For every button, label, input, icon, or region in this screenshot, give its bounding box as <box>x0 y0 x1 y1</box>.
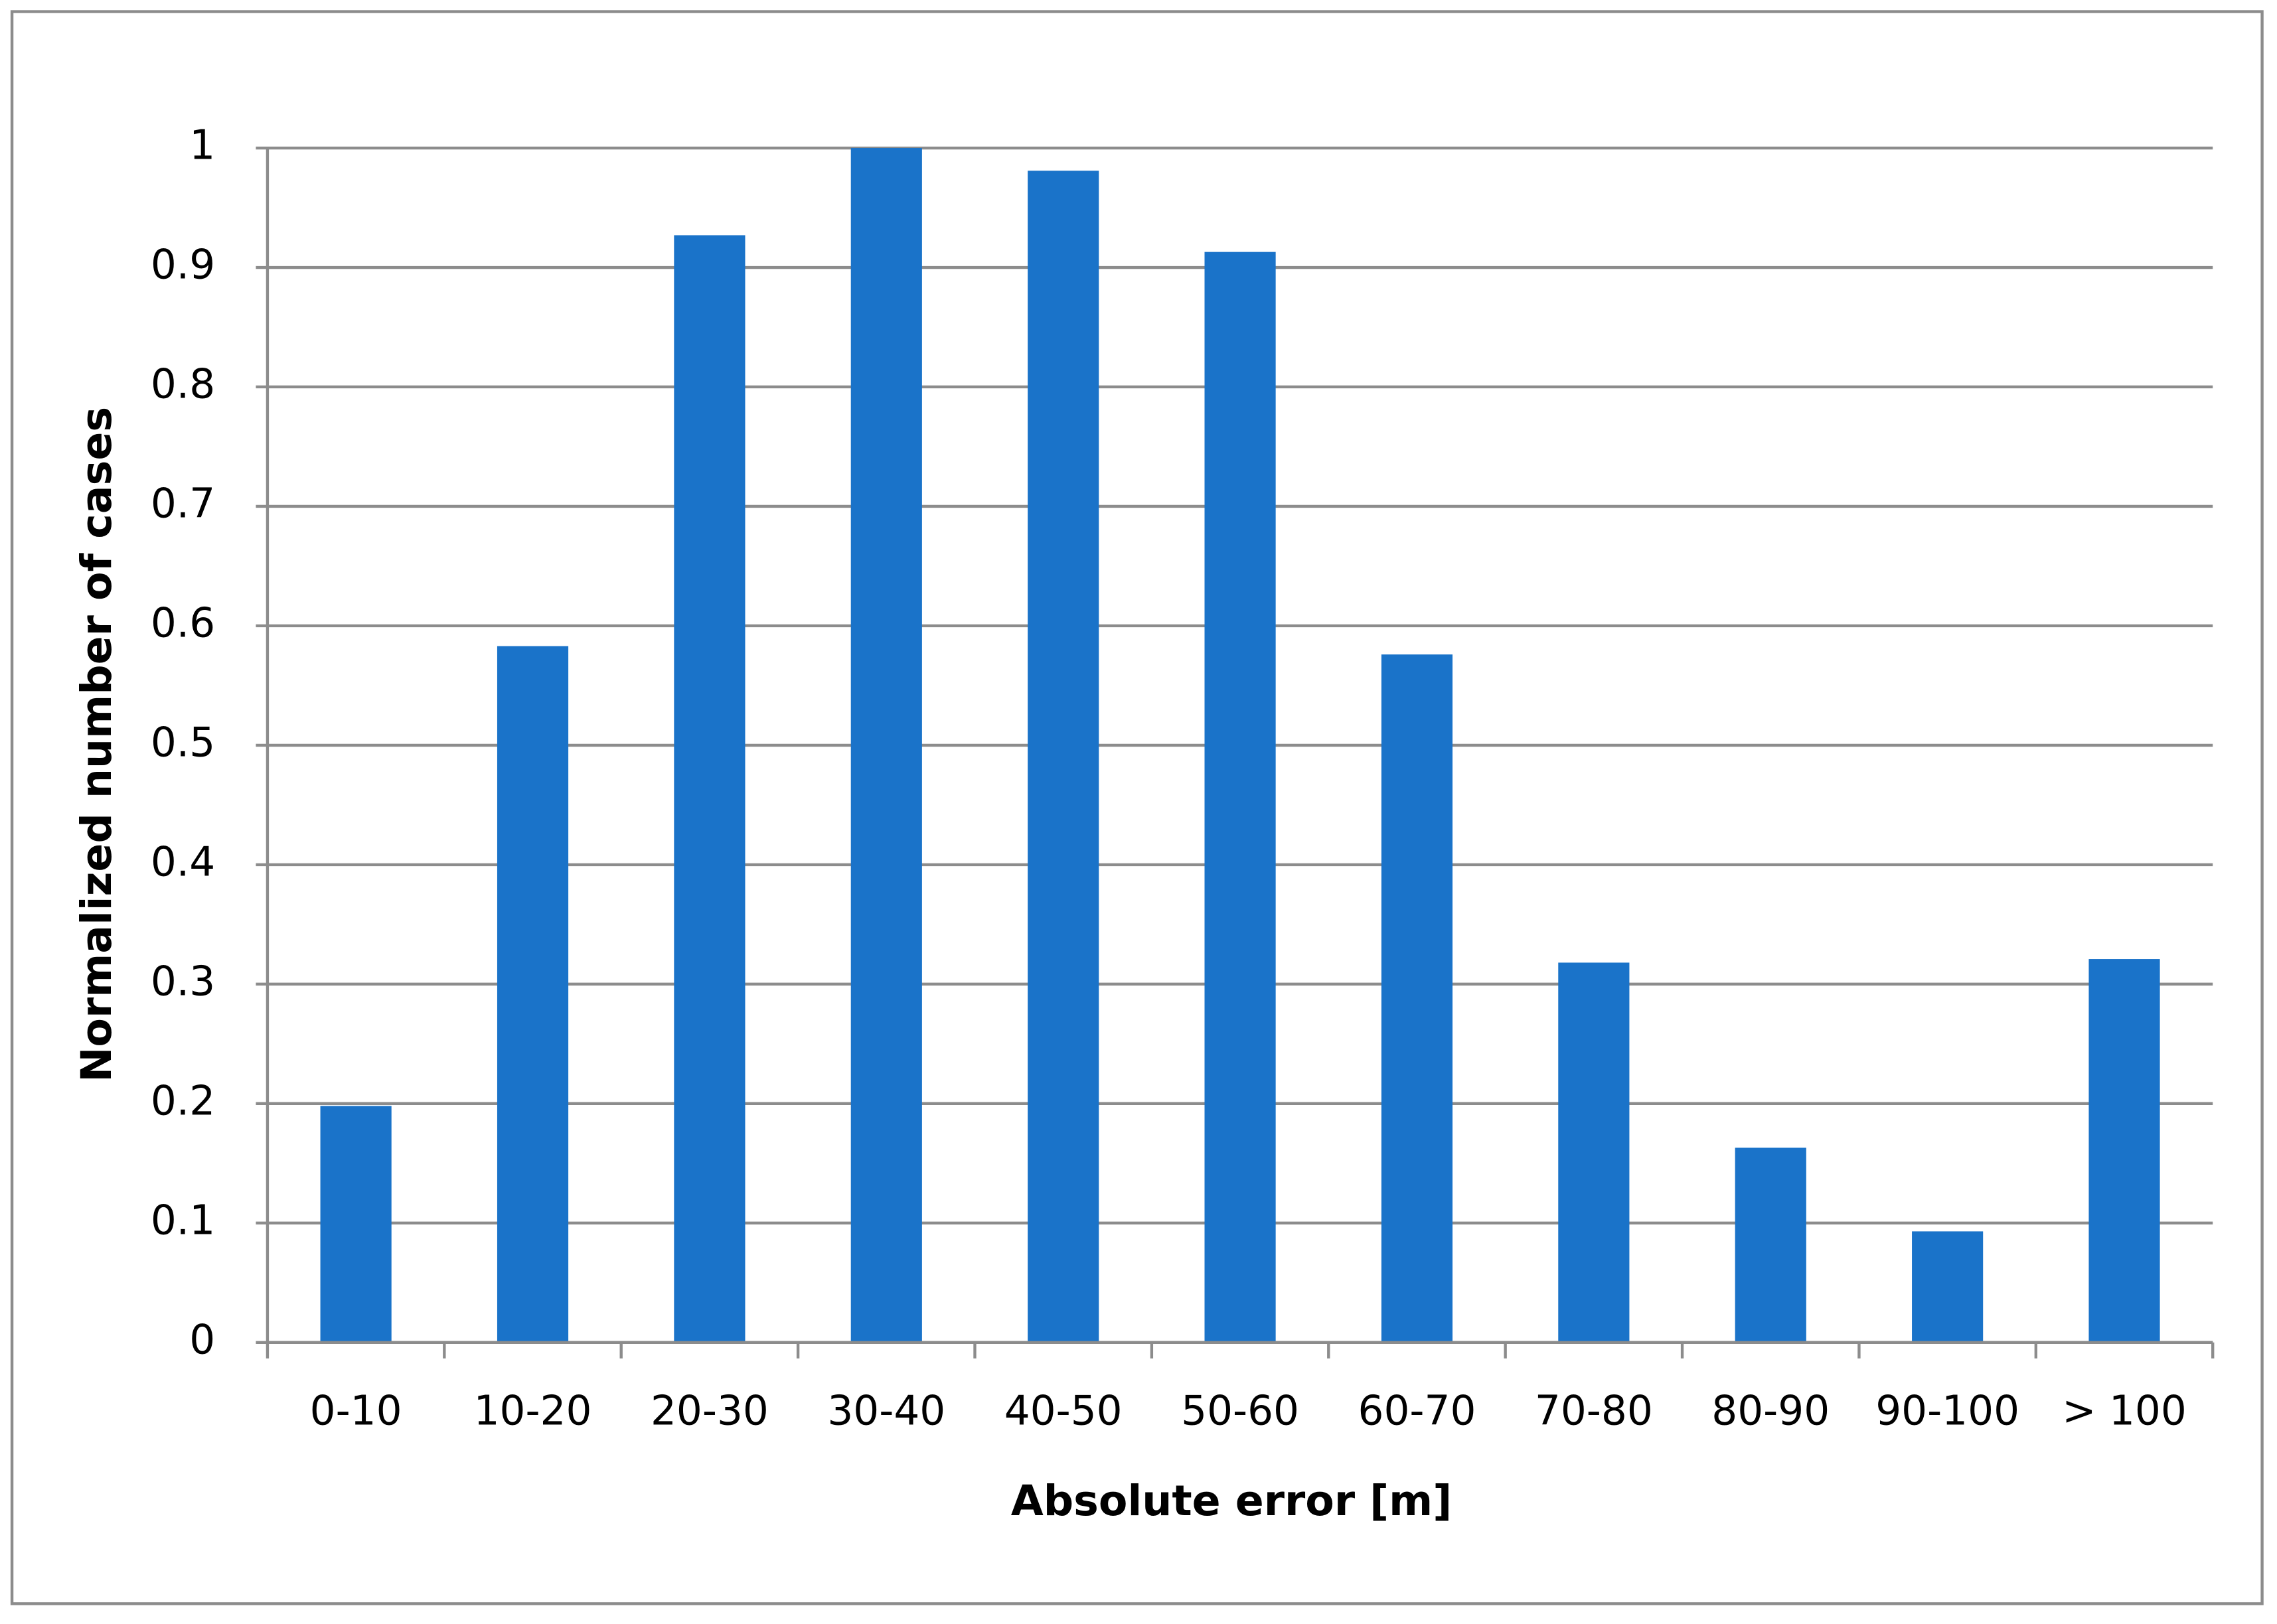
y-tick-label: 0.2 <box>151 1077 215 1124</box>
y-tick-label: 0 <box>189 1316 215 1363</box>
bar <box>674 235 746 1343</box>
y-tick-label: 0.8 <box>151 361 215 408</box>
y-tick-label: 0.9 <box>151 242 215 289</box>
y-tick-label: 0.5 <box>151 719 215 767</box>
bar <box>1912 1231 1984 1343</box>
x-tick-label: 10-20 <box>474 1388 592 1435</box>
bar <box>1735 1147 1806 1343</box>
bar <box>497 646 569 1343</box>
y-tick-label: 0.3 <box>151 958 215 1005</box>
y-tick-label: 0.7 <box>151 480 215 528</box>
bar <box>1381 654 1453 1343</box>
x-tick-label: 80-90 <box>1711 1388 1830 1435</box>
y-axis-title: Normalized number of cases <box>72 407 121 1082</box>
x-axis-title: Absolute error [m] <box>1011 1476 1453 1525</box>
y-tick-label: 0.4 <box>151 838 215 885</box>
y-tick-label: 0.6 <box>151 600 215 647</box>
x-tick-label: 50-60 <box>1181 1388 1299 1435</box>
x-tick-label: 0-10 <box>310 1388 402 1435</box>
y-tick-label: 0.1 <box>151 1197 215 1244</box>
x-tick-label: > 100 <box>2062 1388 2187 1435</box>
chart-border <box>10 10 2264 1605</box>
bar <box>320 1106 392 1343</box>
x-tick-label: 30-40 <box>827 1388 945 1435</box>
bar <box>1558 962 1630 1343</box>
bar <box>1204 252 1276 1343</box>
y-tick-label: 1 <box>189 122 215 169</box>
bar <box>850 148 922 1343</box>
bar <box>1028 171 1099 1343</box>
x-tick-label: 20-30 <box>651 1388 769 1435</box>
x-tick-label: 40-50 <box>1004 1388 1123 1435</box>
x-tick-label: 90-100 <box>1875 1388 2019 1435</box>
x-tick-label: 60-70 <box>1358 1388 1476 1435</box>
x-tick-label: 70-80 <box>1535 1388 1653 1435</box>
bar <box>2088 959 2160 1343</box>
